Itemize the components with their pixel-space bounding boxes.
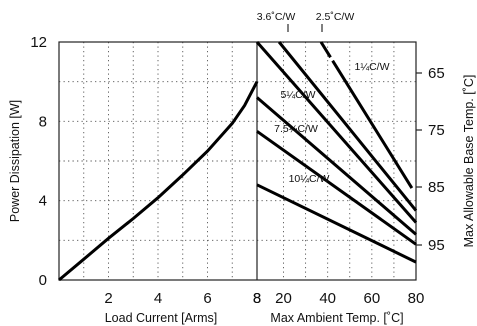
plot-frame <box>58 41 417 281</box>
x-tick-label-temp: 8 <box>253 290 261 307</box>
series-labels: 3.6˚C/W 2.5˚C/W 1¼C/W 5¼C/W 7.5¼C/W 10¼C/W <box>257 11 390 185</box>
series-label: 7.5¼C/W <box>274 123 318 135</box>
thermal-resistance-line <box>319 41 418 196</box>
y-tick-label: 4 <box>39 193 47 210</box>
thermal-resistance-line <box>256 183 417 264</box>
thermal-resistance-line <box>256 96 417 236</box>
x-tick-label-temp: 40 <box>319 290 336 307</box>
y2-tick-label: 65 <box>428 65 445 82</box>
thermal-resistance-line <box>277 41 418 212</box>
series-label: 10¼C/W <box>289 173 330 185</box>
thermal-resistance-line <box>256 130 417 246</box>
y-tick-label: 12 <box>30 34 47 51</box>
thermal-resistance-line <box>255 41 418 224</box>
x-tick-label-current: 2 <box>104 290 112 307</box>
y2-tick-label: 85 <box>428 179 445 196</box>
series-label: 1¼C/W <box>354 61 389 73</box>
x-tick-label-current: 8 <box>253 290 261 307</box>
y-tick-label: 0 <box>39 272 47 289</box>
y-tick-label: 8 <box>39 113 47 130</box>
power-dissipation-curve <box>58 81 259 282</box>
x-tick-label-temp: 20 <box>275 290 292 307</box>
y2-tick-label: 75 <box>428 122 445 139</box>
right-y-axis-label: Max Allowable Base Temp. [˚C] <box>462 75 476 248</box>
y2-tick-label: 95 <box>428 237 445 254</box>
x-tick-label-current: 6 <box>203 290 211 307</box>
left-y-axis-label: Power Dissipation [W] <box>8 100 22 222</box>
series-label: 2.5˚C/W <box>316 11 355 23</box>
x-tick-label-temp: 80 <box>408 290 425 307</box>
right-x-axis-label: Max Ambient Temp. [˚C] <box>270 311 403 325</box>
x-tick-label-temp: 60 <box>363 290 380 307</box>
series-label: 3.6˚C/W <box>257 11 296 23</box>
curves <box>58 41 418 282</box>
left-x-axis-label: Load Current [Arms] <box>105 311 218 325</box>
x-tick-label-current: 4 <box>154 290 162 307</box>
series-label: 5¼C/W <box>280 89 315 101</box>
